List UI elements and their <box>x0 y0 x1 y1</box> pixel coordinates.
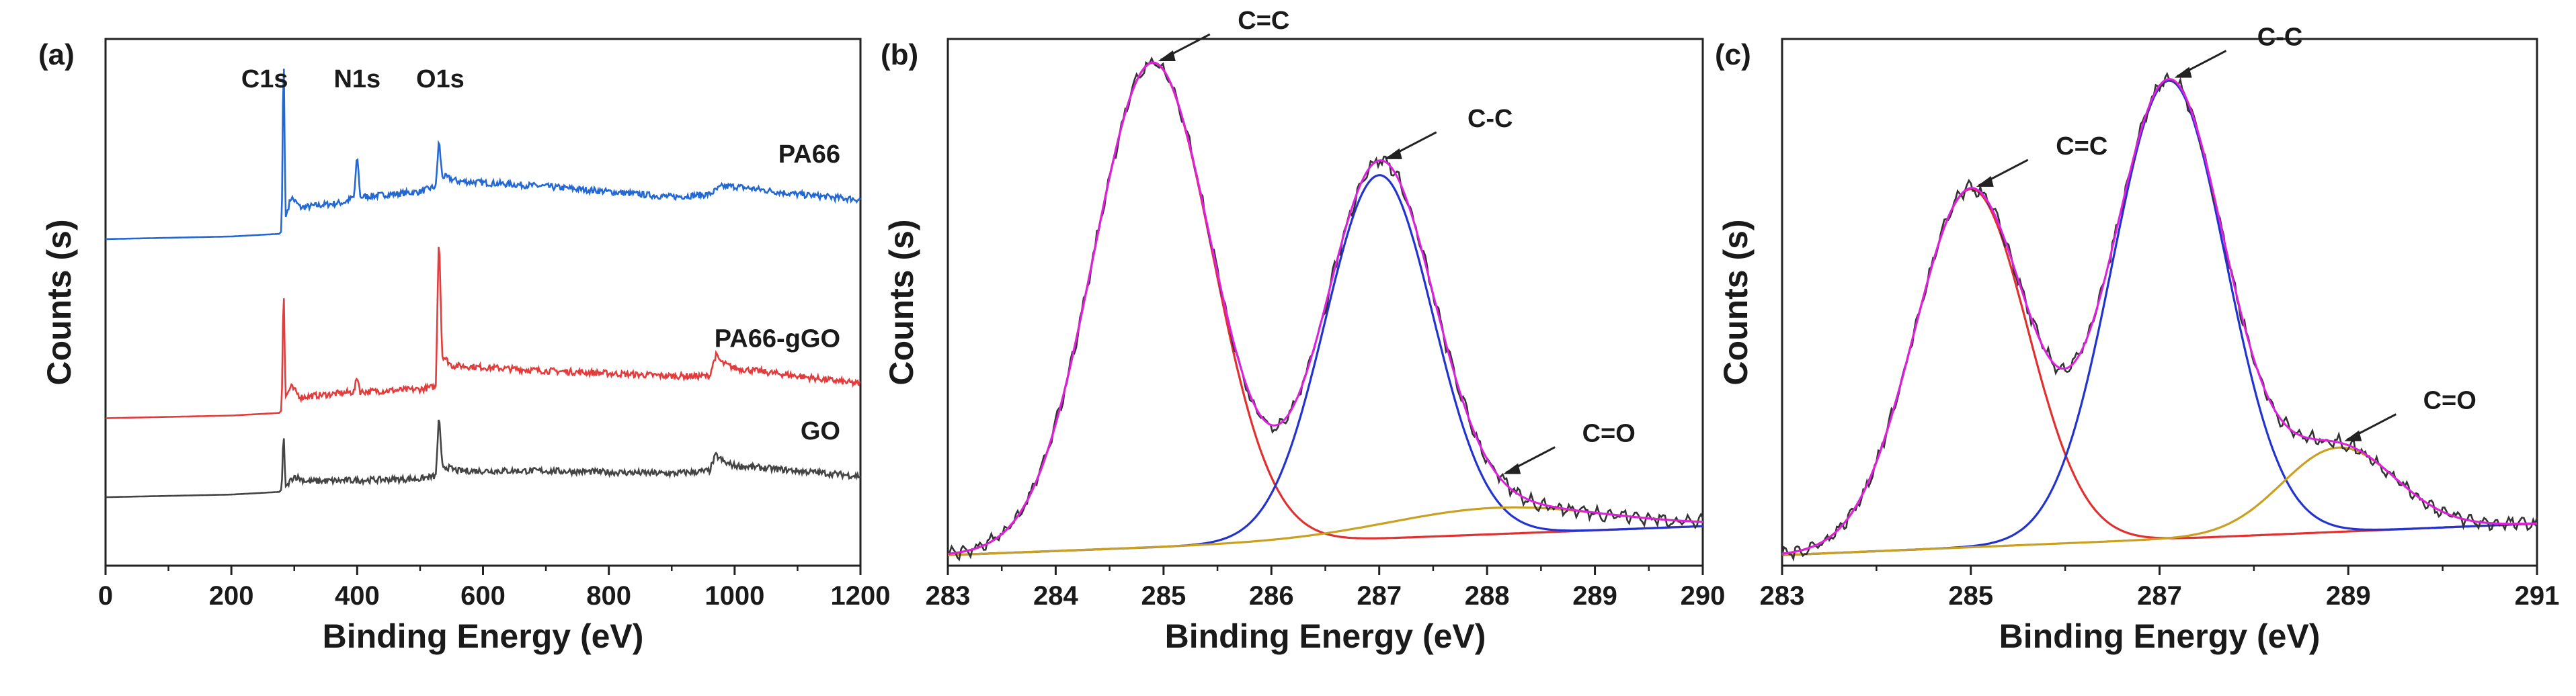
x-tick-label: 1000 <box>705 581 764 611</box>
annotation-label: C-C <box>2257 24 2303 52</box>
x-axis-label: Binding Energy (eV) <box>323 617 644 655</box>
y-axis-label: Counts (s) <box>883 219 920 385</box>
x-tick-label: 285 <box>1141 581 1186 611</box>
series-label: PA66-gGO <box>715 325 840 353</box>
series-line-go <box>106 419 861 498</box>
x-tick-label: 283 <box>1760 581 1805 611</box>
x-tick-label: 800 <box>586 581 631 611</box>
fit-envelope-line <box>1781 78 2538 555</box>
panel-label: (a) <box>38 38 75 71</box>
series-line-pa66 <box>106 69 861 241</box>
fit-envelope-line <box>947 61 1703 555</box>
component-curve-1 <box>947 174 1703 556</box>
annotation-arrowhead <box>2174 67 2192 78</box>
annotation-arrowhead <box>1976 175 1994 187</box>
x-axis-label: Binding Energy (eV) <box>1165 617 1486 655</box>
plot-frame <box>104 38 862 567</box>
plot-frame <box>1781 38 2538 567</box>
panel-label: (c) <box>1715 38 1751 71</box>
x-tick-label: 287 <box>2137 581 2182 611</box>
x-tick-label: 0 <box>98 581 113 611</box>
x-tick-label: 285 <box>1948 581 1993 611</box>
annotation-label: C-C <box>1467 105 1513 133</box>
x-tick-label: 200 <box>209 581 254 611</box>
series-line-pa66-ggo <box>106 247 861 419</box>
panel-2: 283 285 287 289 291 Binding Energy (eV) Counts… <box>1715 24 2559 655</box>
component-curve-1 <box>1781 79 2538 556</box>
x-axis-label: Binding Energy (eV) <box>1999 617 2321 655</box>
annotation-label: C=C <box>2056 132 2107 161</box>
y-axis-label: Counts (s) <box>40 219 78 385</box>
x-tick-label: 289 <box>2326 581 2371 611</box>
series-label: PA66 <box>778 140 840 169</box>
peak-label: O1s <box>416 65 465 93</box>
panel-0: 0 200 400 600 800 1000 1200 Binding Energy (eV)… <box>38 38 890 655</box>
x-tick-label: 289 <box>1572 581 1617 611</box>
peak-label: C1s <box>241 65 288 93</box>
component-curve-0 <box>1781 187 2538 555</box>
panel-label: (b) <box>881 38 918 71</box>
x-tick-label: 284 <box>1033 581 1078 611</box>
x-tick-label: 400 <box>335 581 380 611</box>
series-label: GO <box>801 417 840 445</box>
x-tick-label: 600 <box>460 581 506 611</box>
x-tick-label: 1200 <box>831 581 891 611</box>
raw-spectrum-line <box>1781 71 2538 562</box>
annotation-arrowhead <box>1158 50 1176 62</box>
x-tick-label: 290 <box>1681 581 1726 611</box>
annotation-label: C=O <box>1582 420 1636 448</box>
annotation-label: C=O <box>2423 387 2477 415</box>
y-axis-label: Counts (s) <box>1717 219 1755 385</box>
annotation-arrowhead <box>1384 148 1402 159</box>
annotation-arrowhead <box>1503 463 1521 474</box>
annotation-label: C=C <box>1238 7 1289 35</box>
annotation-arrowhead <box>2344 430 2362 441</box>
panel-1: 283 284 285 286 287 288 289 290 Binding Energy (… <box>881 7 1725 655</box>
x-tick-label: 288 <box>1465 581 1510 611</box>
x-tick-label: 287 <box>1357 581 1402 611</box>
x-tick-label: 291 <box>2515 581 2560 611</box>
peak-label: N1s <box>333 65 380 93</box>
x-tick-label: 283 <box>926 581 971 611</box>
x-tick-label: 286 <box>1249 581 1294 611</box>
